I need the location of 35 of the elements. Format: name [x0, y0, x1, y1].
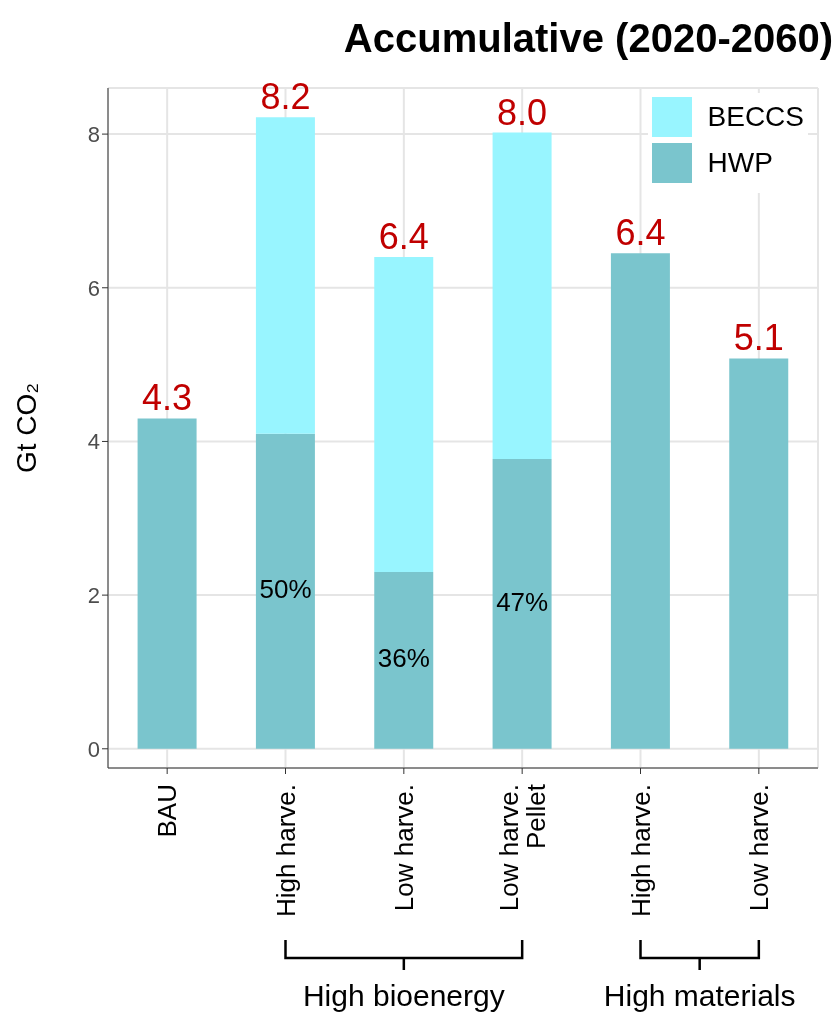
total-label: 5.1 [733, 317, 784, 359]
annotation: 36% [377, 643, 430, 674]
bar [374, 572, 434, 749]
bar [492, 459, 552, 749]
total-label: 6.4 [378, 216, 429, 258]
x-tick-label: Low harve. Pellet [493, 783, 551, 912]
total-label: 4.3 [142, 377, 193, 419]
x-tick-label: High harve. [625, 784, 656, 917]
bar [255, 433, 315, 749]
total-label: 6.4 [615, 212, 666, 254]
legend-label: HWP [707, 147, 773, 179]
x-tick-label: High harve. [270, 784, 301, 917]
total-label: 8.0 [497, 91, 548, 133]
x-tick-label: Low harve. [388, 784, 419, 912]
annotation: 47% [496, 586, 549, 617]
x-tick-label: BAU [152, 784, 183, 838]
chart-title: Accumulative (2020-2060) [343, 16, 833, 61]
y-axis-title: Gt CO₂ [10, 382, 42, 474]
total-label: 8.2 [260, 76, 311, 118]
bar [492, 132, 552, 460]
text: High materials [603, 979, 796, 1012]
legend-label: BECCS [707, 101, 804, 133]
bar [255, 117, 315, 434]
y-tick-label: 0 [87, 736, 100, 762]
y-tick-label: 2 [87, 582, 100, 608]
text: High bioenergy [302, 979, 505, 1012]
x-tick-label: Low harve. [743, 784, 774, 912]
bar [137, 418, 197, 749]
y-tick-label: 8 [87, 121, 100, 147]
annotation: 50% [259, 574, 312, 605]
y-tick-label: 6 [87, 275, 100, 301]
bar [729, 358, 789, 749]
y-tick-label: 4 [87, 429, 100, 455]
bar [374, 257, 434, 573]
bar [610, 253, 670, 749]
